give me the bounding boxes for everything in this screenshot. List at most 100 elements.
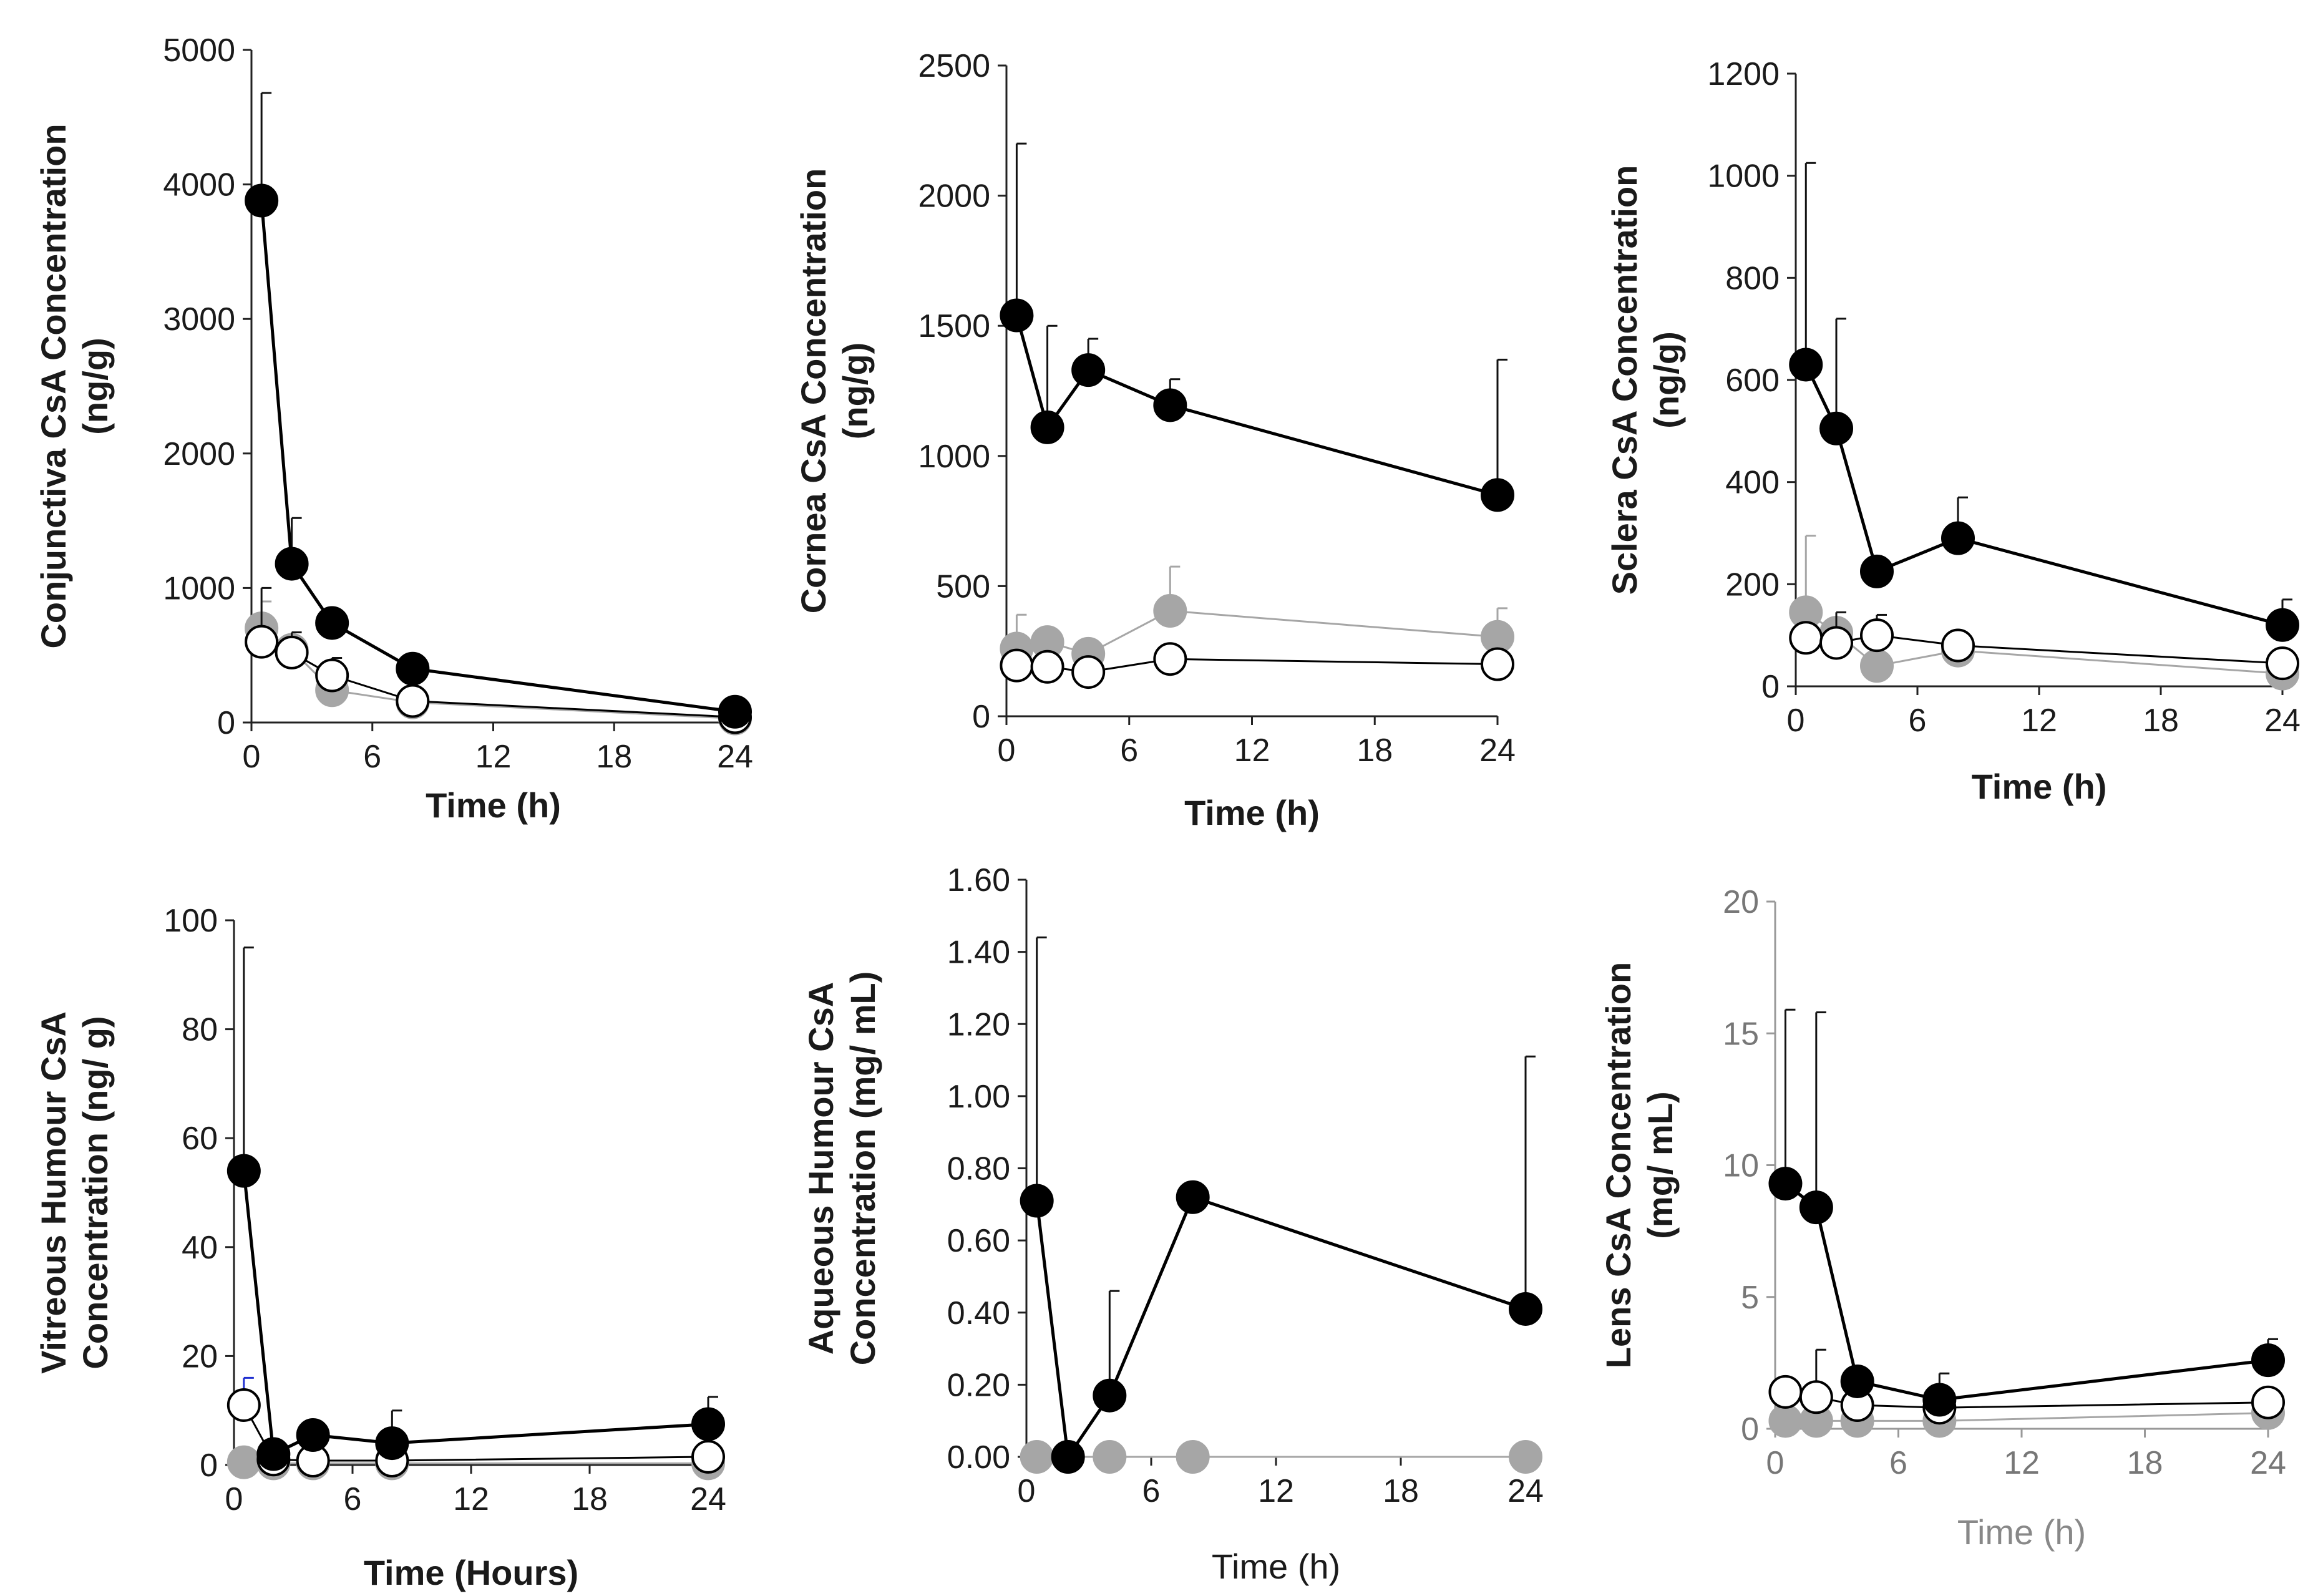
y-tick-label: 800 [1725, 260, 1780, 296]
series-line [242, 1170, 709, 1457]
data-point [226, 1445, 261, 1479]
data-point [1941, 521, 1975, 555]
y-tick-label: 2000 [918, 178, 990, 215]
y-tick-label: 0 [1741, 1411, 1759, 1448]
y-axis-label: Cornea CsA Concentration [794, 168, 833, 614]
series-filled [226, 946, 725, 1471]
data-point [1860, 649, 1894, 683]
data-point [296, 1418, 330, 1452]
y-tick-label: 500 [936, 568, 990, 605]
data-point [1860, 554, 1894, 588]
y-tick-label: 80 [182, 1012, 218, 1048]
x-tick-label: 6 [363, 739, 381, 775]
y-tick-label: 0 [1761, 669, 1780, 705]
y-tick-label: 4000 [163, 167, 235, 203]
y-tick-label: 0 [972, 699, 990, 735]
y-tick-label: 200 [1725, 567, 1780, 603]
data-point [1030, 650, 1064, 684]
y-axis-label: (mg/ mL) [1640, 1091, 1680, 1238]
data-point [718, 694, 752, 729]
data-point [1020, 1184, 1054, 1218]
y-axis-label: Sclera CsA Concentration [1605, 165, 1644, 595]
data-point [1093, 1440, 1127, 1474]
data-point [2266, 608, 2299, 642]
y-axis-label: (ng/g) [75, 338, 115, 434]
x-tick-label: 18 [572, 1481, 608, 1517]
data-point [1860, 618, 1894, 653]
chart-panel-2: 0 500 1000 1500 2000 2500 0 6 12 18 24 Time (h) Corn… [794, 48, 1516, 832]
chart-panel-4: 0 20 40 60 80 100 0 6 12 18 24 Time (Hours) Vitreous… [34, 903, 726, 1592]
data-point [315, 658, 349, 693]
x-tick-label: 18 [2127, 1445, 2163, 1481]
x-tick-label: 18 [1356, 732, 1393, 769]
data-point [1093, 1378, 1127, 1413]
data-point [1509, 1292, 1542, 1326]
data-point [1840, 1364, 1874, 1398]
data-point [1481, 478, 1514, 512]
data-point [1051, 1440, 1085, 1474]
x-axis-label: Time (h) [1957, 1512, 2086, 1552]
data-point [275, 635, 309, 669]
data-point [256, 1437, 291, 1471]
data-point [1922, 1383, 1957, 1417]
y-tick-label: 20 [1723, 884, 1759, 920]
y-tick-label: 0.20 [947, 1367, 1010, 1403]
x-axis-label: Time (h) [1972, 767, 2107, 806]
y-axis-label: (ng/g) [835, 343, 875, 439]
x-tick-label: 18 [2143, 703, 2179, 739]
y-tick-label: 0 [200, 1448, 218, 1484]
y-tick-label: 60 [182, 1121, 218, 1157]
series-filled [1789, 162, 2299, 642]
data-point [1768, 1404, 1803, 1438]
y-tick-label: 600 [1725, 363, 1780, 399]
y-tick-label: 2000 [163, 436, 235, 472]
data-point [1799, 1380, 1833, 1414]
data-point [2266, 646, 2299, 681]
chart-panel-5: 0.00 0.20 0.40 0.60 0.80 1.00 1.20 1.40 1.60 0 6 12… [801, 862, 1544, 1586]
y-tick-label: 2500 [918, 48, 990, 84]
data-point [226, 1388, 261, 1422]
x-tick-label: 12 [2004, 1445, 2040, 1481]
y-tick-label: 1.60 [947, 862, 1010, 898]
series-gray [1000, 565, 1514, 671]
data-point [2251, 1385, 2285, 1419]
y-tick-label: 0.00 [947, 1439, 1010, 1476]
y-axis-label: (ng/g) [1647, 331, 1686, 428]
x-axis-label: Time (h) [426, 786, 561, 825]
series-filled [1020, 937, 1542, 1474]
x-tick-label: 0 [1787, 703, 1805, 739]
x-tick-label: 18 [596, 739, 632, 775]
chart-panel-1: 0 1000 2000 3000 4000 5000 0 6 12 18 24 Time (h) Con… [34, 32, 753, 825]
data-point [1819, 411, 1853, 445]
data-point [1030, 410, 1064, 444]
x-axis-label: Time (h) [1212, 1547, 1340, 1586]
x-tick-label: 0 [998, 732, 1016, 769]
data-point [1176, 1180, 1210, 1214]
data-point [315, 606, 349, 640]
data-point [1789, 348, 1823, 382]
x-tick-label: 24 [690, 1481, 726, 1517]
x-tick-label: 12 [1234, 732, 1270, 769]
x-tick-label: 6 [1889, 1445, 1907, 1481]
y-axis-label: Vitreous Humour CsA [34, 1011, 73, 1374]
x-tick-label: 24 [1507, 1473, 1544, 1509]
x-tick-label: 6 [1909, 703, 1927, 739]
data-point [1509, 1440, 1542, 1474]
x-tick-label: 0 [1018, 1473, 1036, 1509]
chart-panel-3: 0 200 400 600 800 1000 1200 0 6 12 18 24 Time (h) Scl… [1605, 56, 2301, 806]
data-point [375, 1426, 409, 1461]
y-tick-label: 1000 [918, 439, 990, 475]
x-tick-label: 6 [344, 1481, 362, 1517]
data-point [245, 183, 279, 218]
x-tick-label: 0 [225, 1481, 243, 1517]
data-point [1020, 1440, 1054, 1474]
y-axis-label: Concentration (mg/ mL) [843, 971, 882, 1366]
series-filled [1768, 1008, 2285, 1417]
y-axis-label: Conjunctiva CsA Concentration [34, 124, 73, 648]
y-tick-label: 20 [182, 1338, 218, 1375]
x-tick-label: 12 [1258, 1473, 1294, 1509]
data-point [1799, 1190, 1833, 1225]
series-filled [1000, 142, 1514, 512]
data-point [1768, 1375, 1803, 1409]
